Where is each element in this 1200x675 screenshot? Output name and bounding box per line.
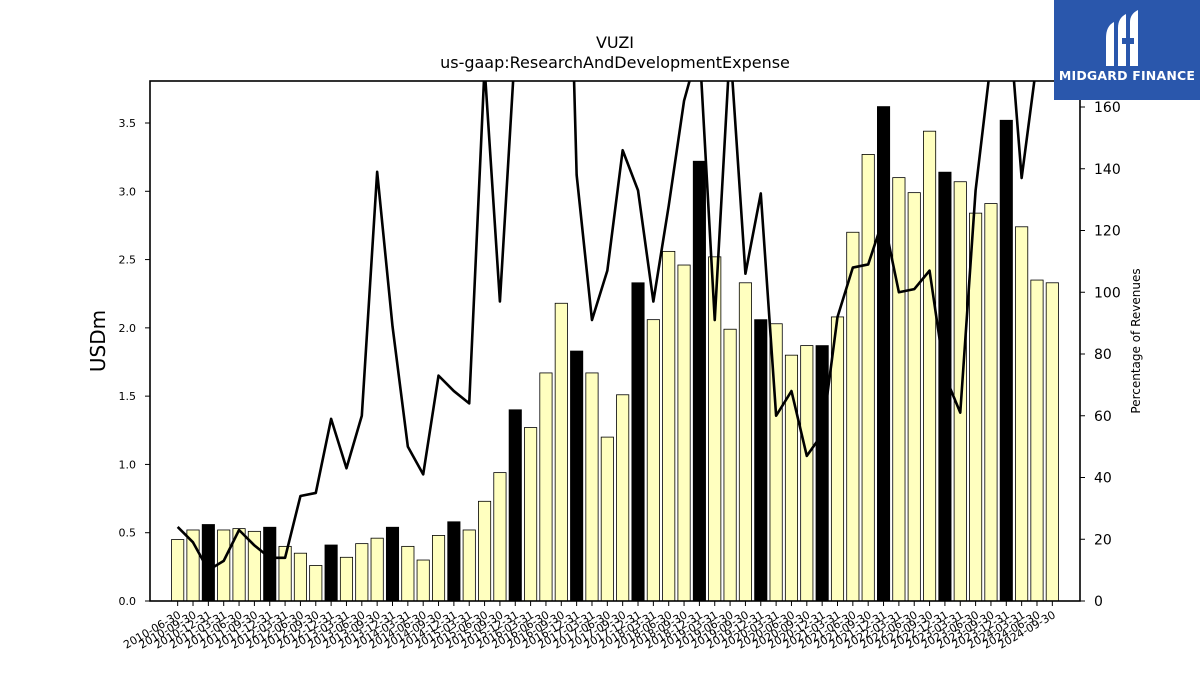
bar-2015-06-30 [478, 500, 492, 602]
line-group [176, 81, 1036, 572]
y-axis-label: USDm [86, 310, 110, 372]
bar-2016-12-31 [570, 350, 584, 602]
bar-2017-12-31 [631, 282, 645, 602]
bar-2023-03-31 [953, 181, 967, 602]
y2-tick-label: 120 [1094, 224, 1121, 240]
bar-2018-12-31 [692, 160, 706, 602]
bar-2012-06-30 [293, 552, 307, 602]
y2-tick-label: 140 [1094, 162, 1121, 178]
bar-2014-12-31 [447, 521, 461, 602]
bar-2016-03-31 [524, 427, 538, 602]
bar-2018-06-30 [662, 250, 676, 602]
bar-2015-12-31 [508, 409, 522, 602]
bar-2019-09-30 [738, 282, 752, 602]
bar-2012-12-31 [324, 544, 338, 602]
y-tick-label: 0.0 [119, 595, 137, 608]
bar-2024-03-31 [1015, 226, 1029, 602]
bar-2017-03-31 [585, 372, 599, 602]
bar-2020-12-31 [815, 345, 829, 602]
y2-tick-label: 80 [1094, 347, 1112, 363]
y-tick-label: 2.5 [119, 254, 137, 267]
bar-2019-12-31 [754, 319, 768, 602]
bar-2021-12-31 [877, 106, 891, 602]
bar-2014-06-30 [416, 559, 430, 602]
bar-2014-03-31 [401, 545, 415, 602]
bar-2021-09-30 [861, 154, 875, 602]
y2-axis-label: Percentage of Revenues [1129, 268, 1143, 413]
y2-tick-label: 0 [1094, 594, 1103, 610]
y2-tick-label: 60 [1094, 409, 1112, 425]
bar-2022-09-30 [923, 130, 937, 602]
midgard-finance-logo: MIDGARD FINANCE [1054, 0, 1200, 100]
bar-2011-12-31 [263, 526, 277, 602]
bar-2010-06-30 [171, 539, 185, 602]
bar-2023-09-30 [984, 203, 998, 602]
y-tick-label: 3.0 [119, 185, 137, 198]
y2-tick-label: 160 [1094, 100, 1121, 116]
bar-2015-03-31 [462, 529, 476, 602]
bar-2017-09-30 [616, 394, 630, 602]
y-tick-label: 1.5 [119, 390, 137, 403]
bar-2024-06-30 [1030, 279, 1044, 602]
bar-2014-09-30 [431, 535, 446, 602]
bar-2011-03-31 [217, 529, 231, 602]
logo-mark-icon [1106, 10, 1138, 66]
percentage-of-revenues-line [176, 81, 1036, 572]
bar-2013-12-31 [385, 526, 400, 602]
bar-2018-03-31 [646, 319, 660, 602]
axes-group: 0.0 0.5 1.0 1.5 2.0 2.5 3.0 3.5 0 20 40 60 80 100 120 1… [119, 80, 1121, 652]
bar-2012-09-30 [309, 565, 323, 602]
bar-2013-03-31 [339, 556, 354, 602]
bar-2019-06-30 [723, 328, 737, 602]
plot-frame [149, 80, 1081, 602]
bar-2013-09-30 [370, 537, 384, 602]
y2-tick-label: 40 [1094, 471, 1112, 487]
bar-2024-09-30 [1045, 282, 1059, 602]
bar-2017-06-30 [600, 436, 614, 602]
y-tick-label: 0.5 [119, 527, 137, 540]
bar-2022-03-31 [892, 177, 906, 602]
y-tick-label: 3.5 [119, 117, 137, 130]
bar-2018-09-30 [677, 264, 691, 602]
y2-tick-label: 20 [1094, 532, 1112, 548]
chart-title: VUZI [596, 33, 634, 52]
y-tick-label: 2.0 [119, 322, 137, 335]
bar-2016-09-30 [554, 302, 568, 602]
y-tick-label: 1.0 [119, 458, 137, 471]
bar-2021-06-30 [846, 231, 860, 602]
bar-2013-06-30 [355, 543, 369, 602]
bars-group [171, 106, 1059, 602]
bar-2016-06-30 [539, 372, 553, 602]
bar-2015-09-30 [493, 472, 507, 602]
bar-2023-12-31 [999, 119, 1013, 602]
y2-tick-label: 100 [1094, 285, 1121, 301]
bar-2022-06-30 [907, 192, 921, 602]
bar-2020-09-30 [800, 345, 814, 602]
logo-text: MIDGARD FINANCE [1058, 68, 1196, 83]
chart-subtitle: us-gaap:ResearchAndDevelopmentExpense [440, 53, 790, 72]
